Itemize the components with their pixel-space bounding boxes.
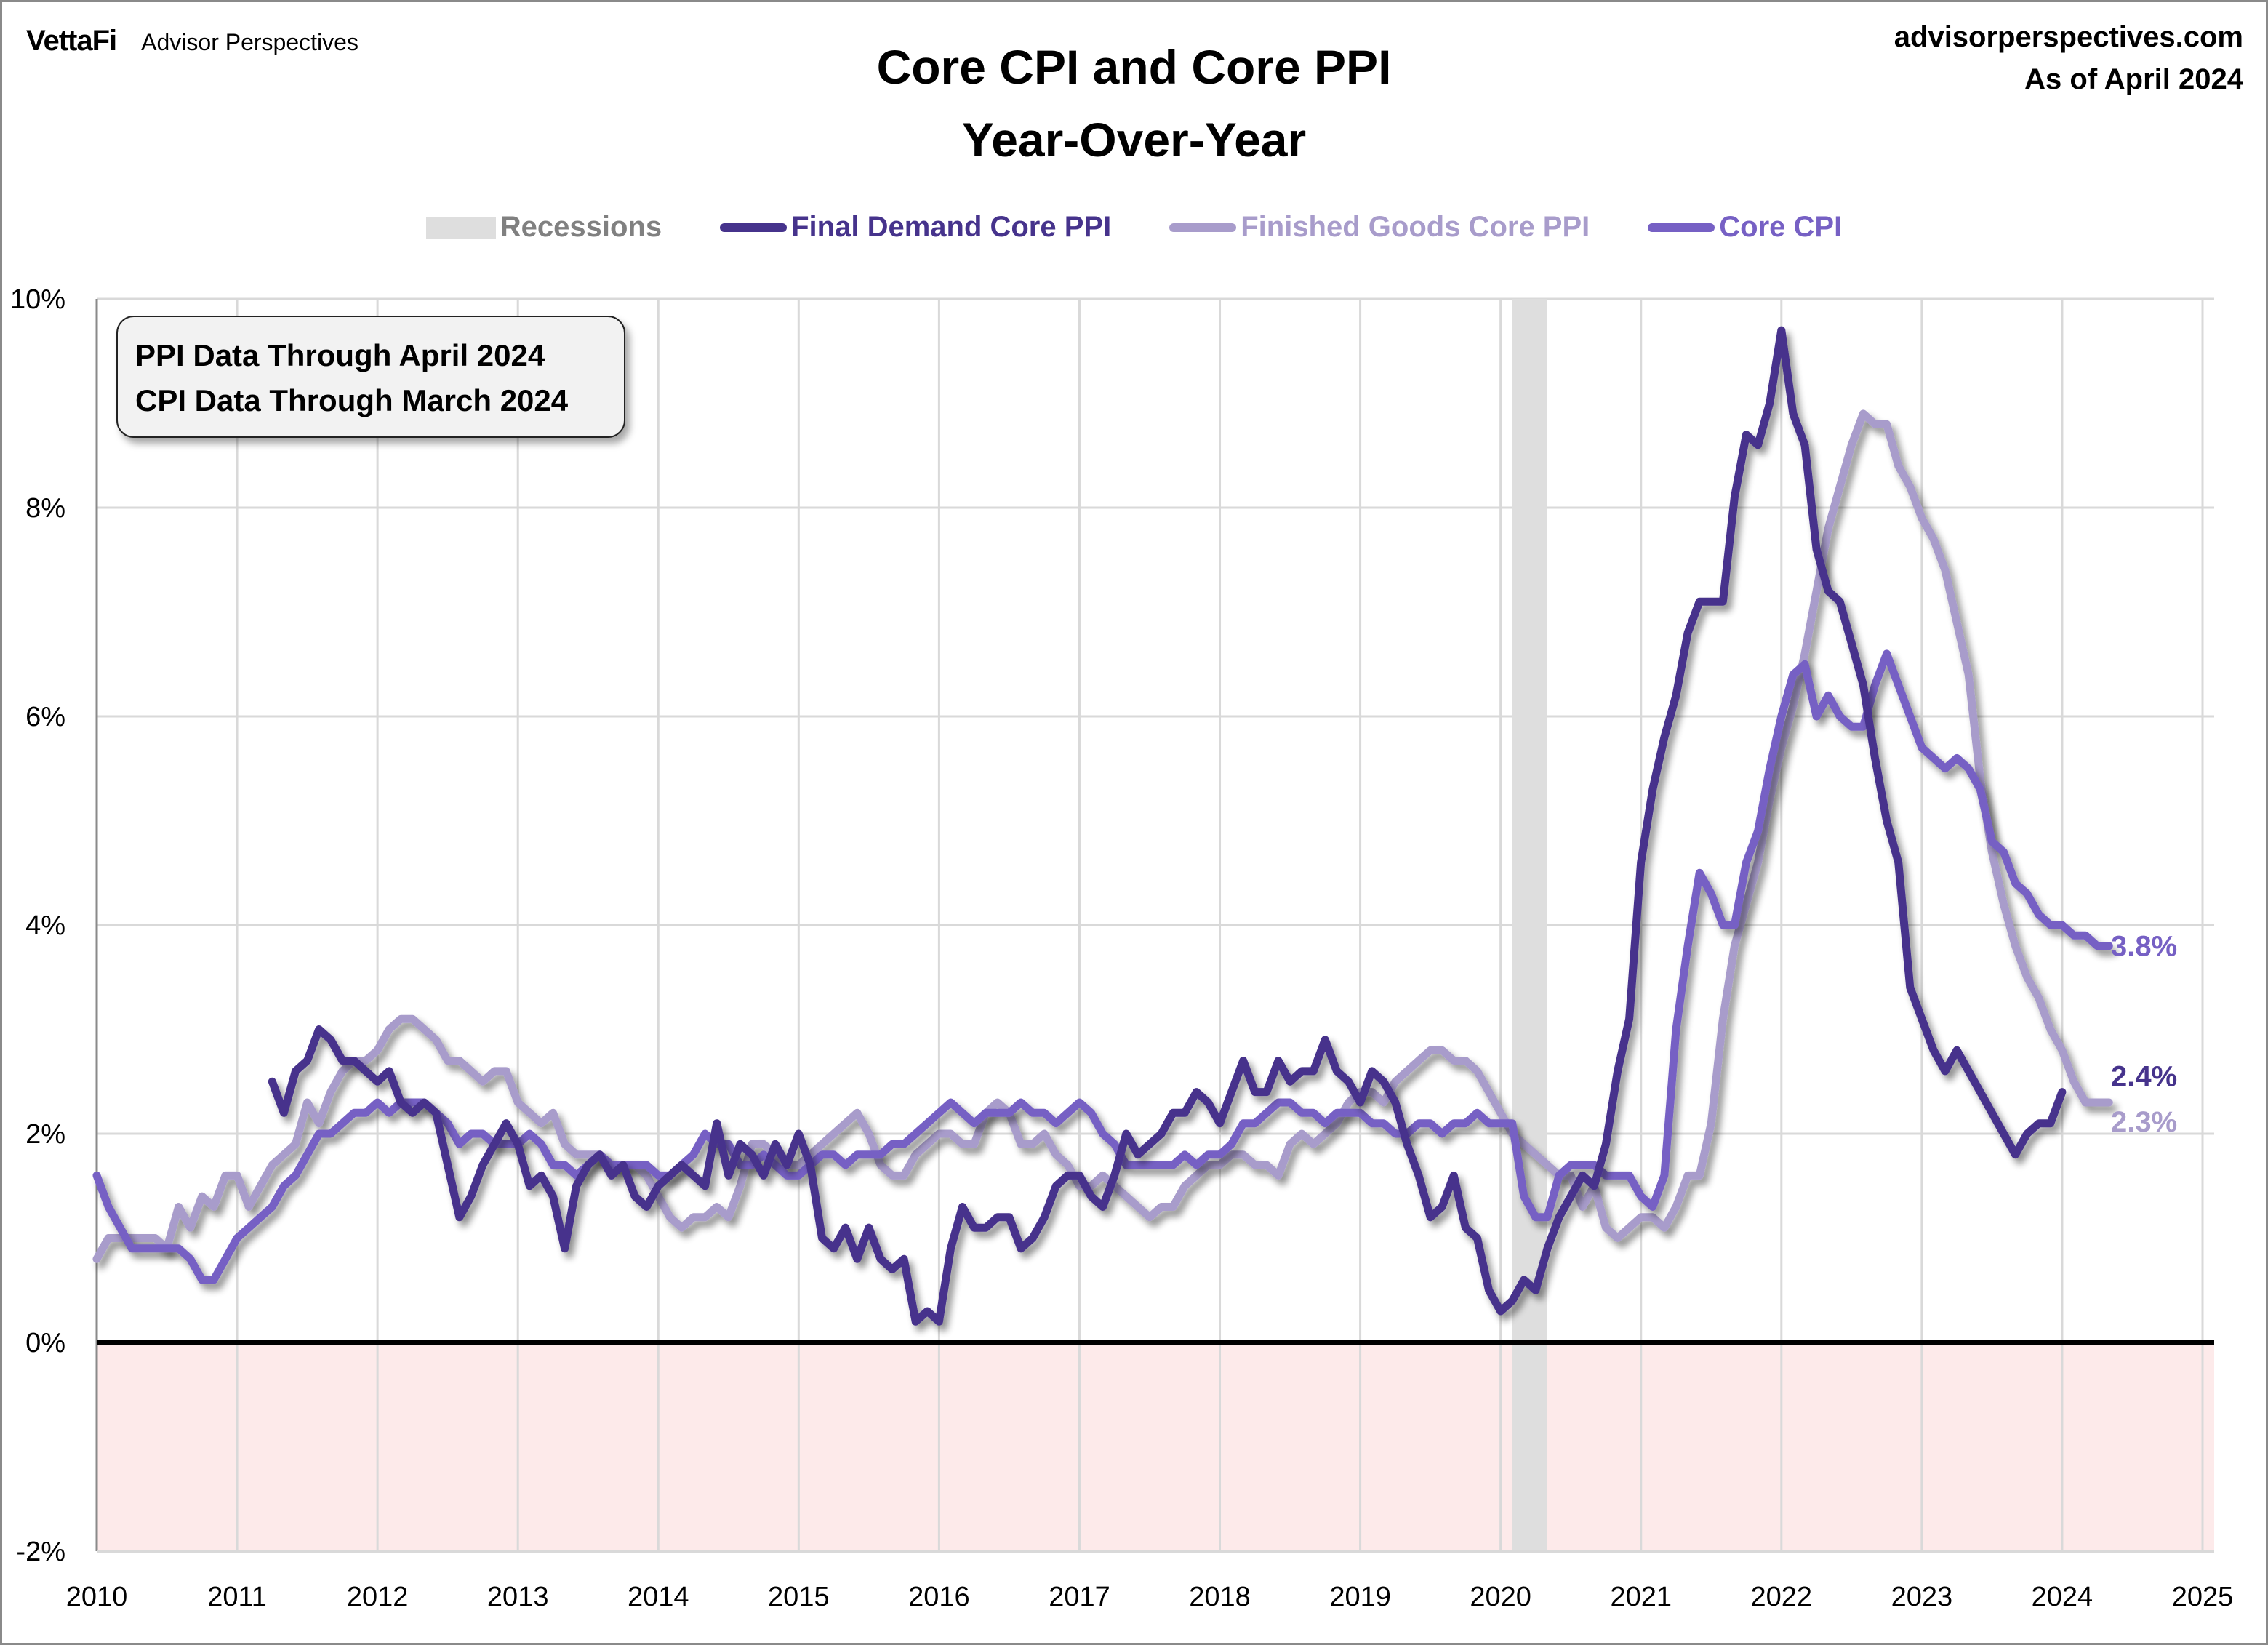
x-tick-label: 2023 bbox=[1891, 1582, 1953, 1612]
recession-bar bbox=[1512, 299, 1547, 1551]
series-line-core-cpi bbox=[92, 649, 2113, 1284]
x-tick-label: 2024 bbox=[2032, 1582, 2093, 1612]
chart-title-line2: Year-Over-Year bbox=[961, 113, 1307, 167]
chart-title: Core CPI and Core PPI Year-Over-Year bbox=[0, 31, 2268, 176]
legend-item-finished-goods-core-ppi: Finished Goods Core PPI bbox=[1169, 211, 1590, 244]
series-line-finished-goods-core-ppi bbox=[92, 409, 2113, 1263]
legend-label: Final Demand Core PPI bbox=[791, 211, 1112, 243]
recessions-swatch bbox=[425, 216, 496, 239]
series-line-final-demand-core-ppi bbox=[268, 326, 2067, 1326]
vettafi-logo: VettaFi bbox=[26, 25, 117, 57]
cpi-through-text: CPI Data Through March 2024 bbox=[135, 383, 569, 417]
legend: Recessions Final Demand Core PPI Finishe… bbox=[0, 211, 2268, 244]
end-label-finished-goods-core-ppi: 2.3% bbox=[2111, 1106, 2177, 1138]
legend-item-recessions: Recessions bbox=[425, 211, 662, 244]
source-site: advisorperspectives.com bbox=[1894, 21, 2243, 53]
x-tick-label: 2010 bbox=[66, 1582, 128, 1612]
source-info: advisorperspectives.com As of April 2024 bbox=[1894, 16, 2243, 100]
as-of-date: As of April 2024 bbox=[2024, 63, 2243, 95]
x-tick-label: 2017 bbox=[1049, 1582, 1110, 1612]
final-demand-swatch bbox=[720, 223, 788, 232]
x-tick-label: 2019 bbox=[1329, 1582, 1391, 1612]
legend-label: Recessions bbox=[500, 211, 662, 243]
x-tick-label: 2016 bbox=[908, 1582, 970, 1612]
end-label-final-demand-core-ppi: 2.4% bbox=[2111, 1061, 2177, 1093]
y-tick-label: -2% bbox=[16, 1537, 65, 1567]
y-tick-label: 10% bbox=[10, 284, 65, 315]
x-tick-label: 2025 bbox=[2172, 1582, 2234, 1612]
x-tick-label: 2012 bbox=[347, 1582, 409, 1612]
negative-region bbox=[97, 1342, 2214, 1551]
x-tick-label: 2020 bbox=[1470, 1582, 1531, 1612]
x-tick-label: 2015 bbox=[768, 1582, 830, 1612]
x-tick-label: 2014 bbox=[628, 1582, 689, 1612]
x-tick-label: 2021 bbox=[1610, 1582, 1672, 1612]
data-through-note: PPI Data Through April 2024 CPI Data Thr… bbox=[116, 316, 625, 438]
ppi-through-text: PPI Data Through April 2024 bbox=[135, 338, 545, 372]
legend-item-final-demand-core-ppi: Final Demand Core PPI bbox=[720, 211, 1111, 244]
brand: VettaFi Advisor Perspectives bbox=[26, 25, 358, 57]
x-tick-label: 2013 bbox=[487, 1582, 549, 1612]
y-tick-label: 6% bbox=[25, 702, 65, 732]
y-tick-label: 8% bbox=[25, 493, 65, 524]
y-tick-label: 4% bbox=[25, 910, 65, 941]
legend-item-core-cpi: Core CPI bbox=[1648, 211, 1842, 244]
x-tick-label: 2022 bbox=[1751, 1582, 1813, 1612]
y-tick-label: 0% bbox=[25, 1328, 65, 1358]
y-tick-label: 2% bbox=[25, 1119, 65, 1150]
end-label-core-cpi: 3.8% bbox=[2111, 931, 2177, 963]
x-tick-label: 2018 bbox=[1189, 1582, 1251, 1612]
chart-title-line1: Core CPI and Core PPI bbox=[876, 40, 1392, 94]
x-tick-label: 2011 bbox=[207, 1582, 267, 1612]
legend-label: Core CPI bbox=[1719, 211, 1843, 243]
brand-name: Advisor Perspectives bbox=[141, 29, 358, 55]
core-cpi-swatch bbox=[1648, 223, 1715, 232]
legend-label: Finished Goods Core PPI bbox=[1241, 211, 1590, 243]
finished-goods-swatch bbox=[1169, 223, 1237, 232]
